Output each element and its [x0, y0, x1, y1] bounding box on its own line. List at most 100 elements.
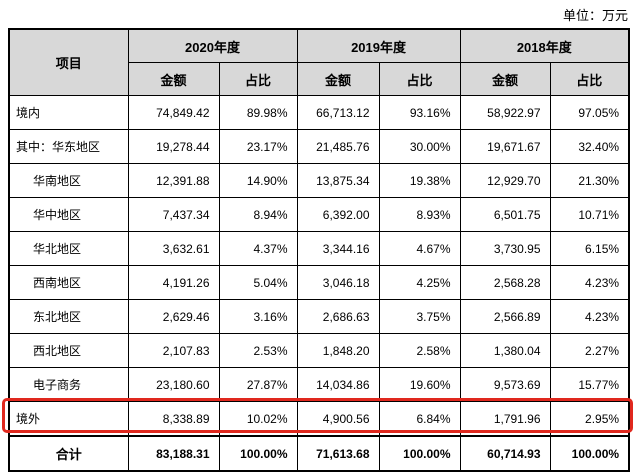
- ratio-cell: 10.71%: [549, 197, 630, 232]
- ratio-cell: 5.04%: [218, 265, 298, 300]
- ratio-cell: 23.17%: [218, 129, 298, 164]
- table-row-southwest: 西南地区 4,191.26 5.04% 3,046.18 4.25% 2,568…: [8, 265, 630, 300]
- ratio-cell: 19.38%: [378, 163, 461, 198]
- ratio-cell: 19.60%: [378, 367, 461, 402]
- ratio-cell: 89.98%: [218, 95, 298, 130]
- col-header-ratio-2019: 占比: [378, 62, 461, 96]
- row-label: 华北地区: [8, 231, 129, 266]
- row-label: 电子商务: [8, 367, 129, 402]
- amount-cell: 6,501.75: [459, 197, 551, 232]
- table-row-domestic: 境内 74,849.42 89.98% 66,713.12 93.16% 58,…: [8, 95, 630, 130]
- ratio-cell: 100.00%: [549, 435, 630, 472]
- table-row-east-china: 其中：华东地区 19,278.44 23.17% 21,485.76 30.00…: [8, 129, 630, 164]
- table-header: 项目 2020年度 2019年度 2018年度 金额 占比 金额 占比 金额 占…: [8, 28, 630, 96]
- ratio-cell: 15.77%: [549, 367, 630, 402]
- amount-cell: 12,391.88: [127, 163, 220, 198]
- table-row-central-china: 华中地区 7,437.34 8.94% 6,392.00 8.93% 6,501…: [8, 197, 630, 232]
- ratio-cell: 6.15%: [549, 231, 630, 266]
- col-header-year-2019: 2019年度: [296, 28, 461, 63]
- amount-cell: 8,338.89: [127, 401, 220, 437]
- table-row-south-china: 华南地区 12,391.88 14.90% 13,875.34 19.38% 1…: [8, 163, 630, 198]
- col-header-ratio-2020: 占比: [218, 62, 298, 96]
- row-label: 境内: [8, 95, 129, 130]
- amount-cell: 19,671.67: [459, 129, 551, 164]
- table-wrap: 项目 2020年度 2019年度 2018年度 金额 占比 金额 占比 金额 占…: [2, 28, 633, 472]
- amount-cell: 13,875.34: [296, 163, 380, 198]
- amount-cell: 9,573.69: [459, 367, 551, 402]
- amount-cell: 4,191.26: [127, 265, 220, 300]
- ratio-cell: 6.84%: [378, 401, 461, 437]
- amount-cell: 19,278.44: [127, 129, 220, 164]
- amount-cell: 23,180.60: [127, 367, 220, 402]
- row-label: 东北地区: [8, 299, 129, 334]
- col-header-amount-2018: 金额: [459, 62, 551, 96]
- amount-cell: 71,613.68: [296, 435, 380, 472]
- amount-cell: 83,188.31: [127, 435, 220, 472]
- ratio-cell: 8.93%: [378, 197, 461, 232]
- amount-cell: 3,730.95: [459, 231, 551, 266]
- row-label: 西南地区: [8, 265, 129, 300]
- col-header-item: 项目: [8, 28, 129, 96]
- ratio-cell: 100.00%: [218, 435, 298, 472]
- unit-label: 单位：万元: [562, 9, 628, 24]
- ratio-cell: 27.87%: [218, 367, 298, 402]
- amount-cell: 2,107.83: [127, 333, 220, 368]
- amount-cell: 3,632.61: [127, 231, 220, 266]
- amount-cell: 3,344.16: [296, 231, 380, 266]
- col-header-amount-2019: 金额: [296, 62, 380, 96]
- row-label: 其中：华东地区: [8, 129, 129, 164]
- ratio-cell: 100.00%: [378, 435, 461, 472]
- amount-cell: 74,849.42: [127, 95, 220, 130]
- row-label: 西北地区: [8, 333, 129, 368]
- header-row-subcolumns: 金额 占比 金额 占比 金额 占比: [9, 62, 630, 96]
- amount-cell: 14,034.86: [296, 367, 380, 402]
- ratio-cell: 2.95%: [549, 401, 630, 437]
- col-header-year-2020: 2020年度: [127, 28, 298, 63]
- amount-cell: 58,922.97: [459, 95, 551, 130]
- ratio-cell: 2.53%: [218, 333, 298, 368]
- amount-cell: 6,392.00: [296, 197, 380, 232]
- table-row-ecommerce: 电子商务 23,180.60 27.87% 14,034.86 19.60% 9…: [8, 367, 630, 402]
- ratio-cell: 21.30%: [549, 163, 630, 198]
- ratio-cell: 3.16%: [218, 299, 298, 334]
- amount-cell: 2,568.28: [459, 265, 551, 300]
- ratio-cell: 4.25%: [378, 265, 461, 300]
- ratio-cell: 4.67%: [378, 231, 461, 266]
- amount-cell: 1,848.20: [296, 333, 380, 368]
- ratio-cell: 8.94%: [218, 197, 298, 232]
- amount-cell: 21,485.76: [296, 129, 380, 164]
- row-label: 境外: [8, 401, 129, 437]
- amount-cell: 2,629.46: [127, 299, 220, 334]
- col-header-ratio-2018: 占比: [549, 62, 630, 96]
- amount-cell: 60,714.93: [459, 435, 551, 472]
- ratio-cell: 93.16%: [378, 95, 461, 130]
- amount-cell: 4,900.56: [296, 401, 380, 437]
- col-header-amount-2020: 金额: [127, 62, 220, 96]
- table-row-north-china: 华北地区 3,632.61 4.37% 3,344.16 4.67% 3,730…: [8, 231, 630, 266]
- amount-cell: 3,046.18: [296, 265, 380, 300]
- row-label: 华南地区: [8, 163, 129, 198]
- table-row-northeast: 东北地区 2,629.46 3.16% 2,686.63 3.75% 2,566…: [8, 299, 630, 334]
- header-row-years: 项目 2020年度 2019年度 2018年度: [8, 28, 630, 96]
- col-header-year-2018: 2018年度: [459, 28, 630, 63]
- row-label: 合计: [8, 435, 129, 472]
- amount-cell: 7,437.34: [127, 197, 220, 232]
- table-row-total: 合计 83,188.31 100.00% 71,613.68 100.00% 6…: [8, 435, 630, 472]
- amount-cell: 2,686.63: [296, 299, 380, 334]
- ratio-cell: 4.37%: [218, 231, 298, 266]
- ratio-cell: 32.40%: [549, 129, 630, 164]
- row-label: 华中地区: [8, 197, 129, 232]
- revenue-by-region-table: 项目 2020年度 2019年度 2018年度 金额 占比 金额 占比 金额 占…: [8, 28, 631, 472]
- amount-cell: 2,566.89: [459, 299, 551, 334]
- table-row-northwest: 西北地区 2,107.83 2.53% 1,848.20 2.58% 1,380…: [8, 333, 630, 368]
- ratio-cell: 4.23%: [549, 265, 630, 300]
- ratio-cell: 10.02%: [218, 401, 298, 437]
- amount-cell: 12,929.70: [459, 163, 551, 198]
- ratio-cell: 3.75%: [378, 299, 461, 334]
- ratio-cell: 97.05%: [549, 95, 630, 130]
- ratio-cell: 2.27%: [549, 333, 630, 368]
- table-body: 境内 74,849.42 89.98% 66,713.12 93.16% 58,…: [8, 95, 630, 472]
- ratio-cell: 4.23%: [549, 299, 630, 334]
- ratio-cell: 30.00%: [378, 129, 461, 164]
